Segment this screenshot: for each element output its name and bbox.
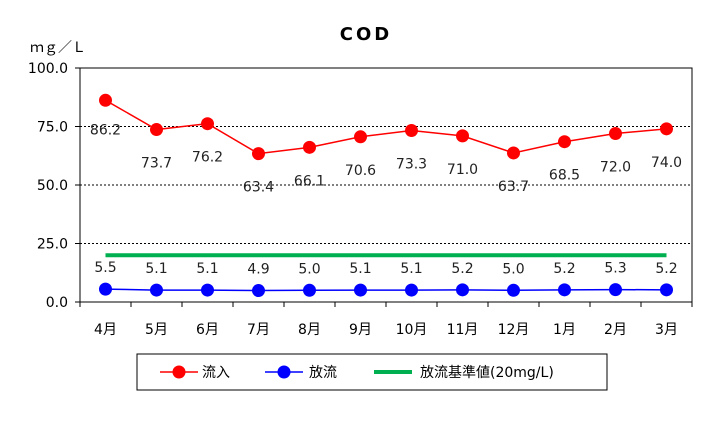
x-tick-label: 2月 bbox=[604, 322, 627, 338]
data-point bbox=[201, 117, 214, 131]
data-label: 5.0 bbox=[502, 261, 524, 277]
data-label: 5.1 bbox=[145, 261, 167, 277]
x-tick-label: 10月 bbox=[396, 322, 428, 338]
data-label: 68.5 bbox=[549, 168, 580, 184]
data-point bbox=[99, 93, 112, 107]
y-axis-ticks: 0.0 25.0 50.0 75.0 100.0 bbox=[28, 61, 80, 311]
legend-label: 流入 bbox=[202, 365, 230, 381]
series-layer bbox=[99, 93, 673, 298]
chart-title: COD bbox=[340, 24, 392, 45]
series-line-1 bbox=[105, 288, 667, 292]
data-label: 73.3 bbox=[396, 156, 427, 172]
data-label: 76.2 bbox=[192, 150, 223, 166]
data-point bbox=[150, 123, 163, 137]
data-point bbox=[354, 283, 367, 297]
data-point bbox=[201, 283, 214, 297]
data-point bbox=[507, 146, 520, 160]
data-point bbox=[660, 283, 673, 297]
data-label: 5.1 bbox=[349, 261, 371, 277]
data-point bbox=[405, 123, 418, 137]
data-label: 71.0 bbox=[447, 162, 478, 178]
data-label: 5.1 bbox=[400, 261, 422, 277]
series-line-0 bbox=[105, 99, 667, 155]
y-tick-label: 25.0 bbox=[37, 237, 68, 253]
data-labels: 86.2 73.7 76.2 63.4 66.1 70.6 73.3 71.0 63.7 68.5… bbox=[90, 122, 682, 277]
legend: 流入 放流 放流基準値(20mg/L) bbox=[136, 353, 608, 391]
data-point bbox=[150, 283, 163, 297]
x-tick-label: 5月 bbox=[145, 322, 168, 338]
legend-box bbox=[136, 353, 608, 391]
data-label: 73.7 bbox=[141, 156, 172, 172]
x-tick-label: 6月 bbox=[196, 322, 219, 338]
x-tick-label: 7月 bbox=[247, 322, 270, 338]
data-point bbox=[456, 283, 469, 297]
data-label: 72.0 bbox=[600, 160, 631, 176]
data-point bbox=[609, 127, 622, 141]
data-point bbox=[99, 282, 112, 296]
x-tick-label: 3月 bbox=[655, 322, 678, 338]
data-label: 5.0 bbox=[298, 261, 320, 277]
data-label: 5.2 bbox=[451, 261, 473, 277]
x-tick-label: 8月 bbox=[298, 322, 321, 338]
data-label: 4.9 bbox=[247, 262, 269, 278]
x-axis-ticks: 4月 5月 6月 7月 8月 9月 10月 11月 12月 1月 2月 3月 bbox=[79, 302, 693, 338]
x-tick-label: 11月 bbox=[447, 322, 479, 338]
data-point bbox=[303, 283, 316, 297]
data-label: 86.2 bbox=[90, 122, 121, 138]
data-label: 5.2 bbox=[553, 261, 575, 277]
data-label: 5.1 bbox=[196, 261, 218, 277]
data-label: 74.0 bbox=[651, 155, 682, 171]
legend-label: 放流 bbox=[309, 365, 337, 381]
data-point bbox=[252, 147, 265, 161]
data-point bbox=[558, 283, 571, 297]
data-point bbox=[507, 283, 520, 297]
data-point bbox=[405, 283, 418, 297]
y-tick-label: 100.0 bbox=[28, 61, 68, 77]
x-tick-label: 1月 bbox=[553, 322, 576, 338]
data-point bbox=[660, 122, 673, 136]
data-label: 5.2 bbox=[655, 261, 677, 277]
data-label: 63.7 bbox=[498, 179, 529, 195]
data-label: 5.5 bbox=[94, 260, 116, 276]
y-tick-label: 75.0 bbox=[37, 120, 68, 136]
data-point bbox=[252, 284, 265, 298]
data-label: 70.6 bbox=[345, 163, 376, 179]
x-tick-label: 9月 bbox=[349, 322, 372, 338]
x-tick-label: 12月 bbox=[498, 322, 530, 338]
data-point bbox=[609, 283, 622, 297]
legend-marker bbox=[172, 365, 186, 379]
x-tick-label: 4月 bbox=[94, 322, 117, 338]
legend-label: 放流基準値(20mg/L) bbox=[420, 364, 554, 381]
data-point bbox=[456, 129, 469, 143]
data-label: 5.3 bbox=[604, 261, 626, 277]
legend-marker bbox=[277, 365, 291, 379]
data-label: 63.4 bbox=[243, 180, 274, 196]
data-point bbox=[354, 130, 367, 144]
data-label: 66.1 bbox=[294, 173, 325, 189]
y-axis-unit-label: ｍｇ／Ｌ bbox=[30, 40, 86, 56]
y-tick-label: 50.0 bbox=[37, 178, 68, 194]
data-point bbox=[558, 135, 571, 149]
data-point bbox=[303, 140, 316, 154]
y-tick-label: 0.0 bbox=[46, 295, 68, 311]
